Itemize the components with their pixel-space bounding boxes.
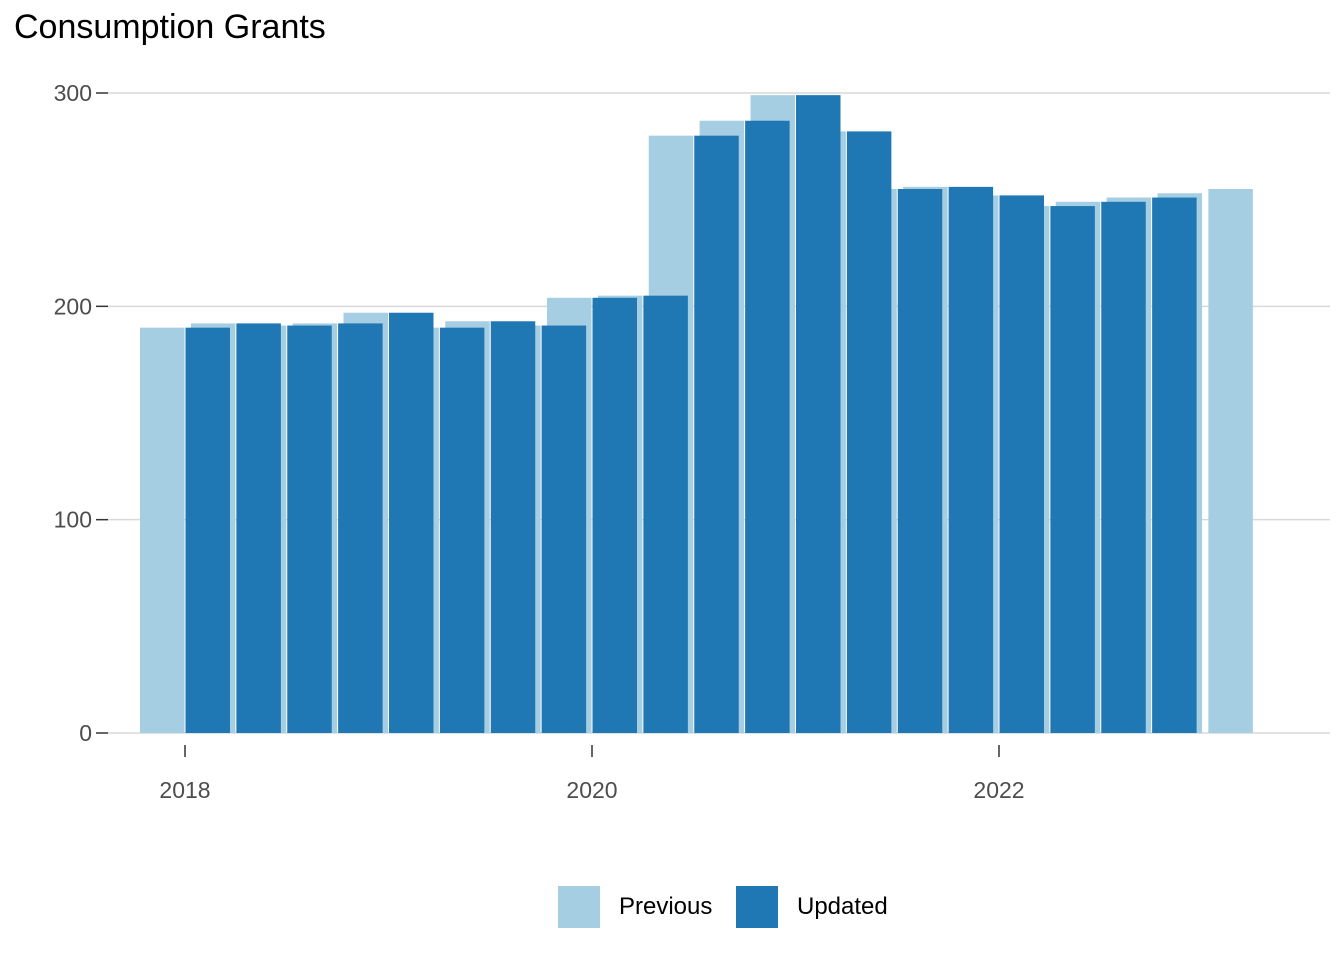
bar-updated-14: [897, 189, 943, 733]
bar-updated-13: [846, 131, 892, 733]
bar-updated-18: [1101, 201, 1146, 734]
bar-previous-0: [140, 327, 185, 733]
bar-updated-16: [999, 195, 1044, 733]
bar-updated-1: [236, 323, 281, 733]
bar-updated-0: [185, 327, 230, 733]
x-tick-label: 2022: [973, 777, 1024, 803]
bar-updated-8: [592, 297, 637, 733]
bar-updated-7: [541, 325, 587, 733]
legend-item-updated: Updated: [736, 885, 888, 929]
bar-updated-19: [1152, 197, 1197, 734]
legend-label-previous: Previous: [619, 893, 713, 920]
bar-updated-17: [1050, 206, 1095, 734]
y-tick-label: 300: [54, 80, 92, 106]
bar-previous-21: [1208, 189, 1253, 733]
y-tick-label: 100: [54, 507, 92, 533]
bar-updated-9: [643, 295, 688, 733]
bar-updated-6: [490, 321, 536, 733]
x-tick-label: 2020: [566, 777, 617, 803]
bar-updated-11: [745, 120, 790, 733]
legend-swatch-updated: [736, 886, 778, 928]
legend-item-previous: Previous: [558, 885, 712, 929]
bar-chart: 0 100 200 300 2018 2020 2022: [54, 80, 1330, 803]
legend-swatch-previous: [558, 886, 600, 928]
bar-updated-15: [948, 186, 994, 733]
legend: Previous Updated: [0, 885, 1344, 929]
bar-updated-2: [287, 325, 332, 733]
chart-title: Consumption Grants: [14, 8, 326, 46]
bar-updated-4: [389, 312, 434, 733]
y-tick-label: 0: [79, 720, 92, 746]
bar-updated-10: [694, 135, 739, 733]
bar-updated-12: [796, 95, 841, 734]
x-tick-label: 2018: [159, 777, 210, 803]
bar-updated-3: [338, 323, 383, 733]
bar-updated-5: [439, 327, 485, 733]
y-tick-label: 200: [54, 293, 92, 319]
legend-label-updated: Updated: [797, 893, 888, 920]
